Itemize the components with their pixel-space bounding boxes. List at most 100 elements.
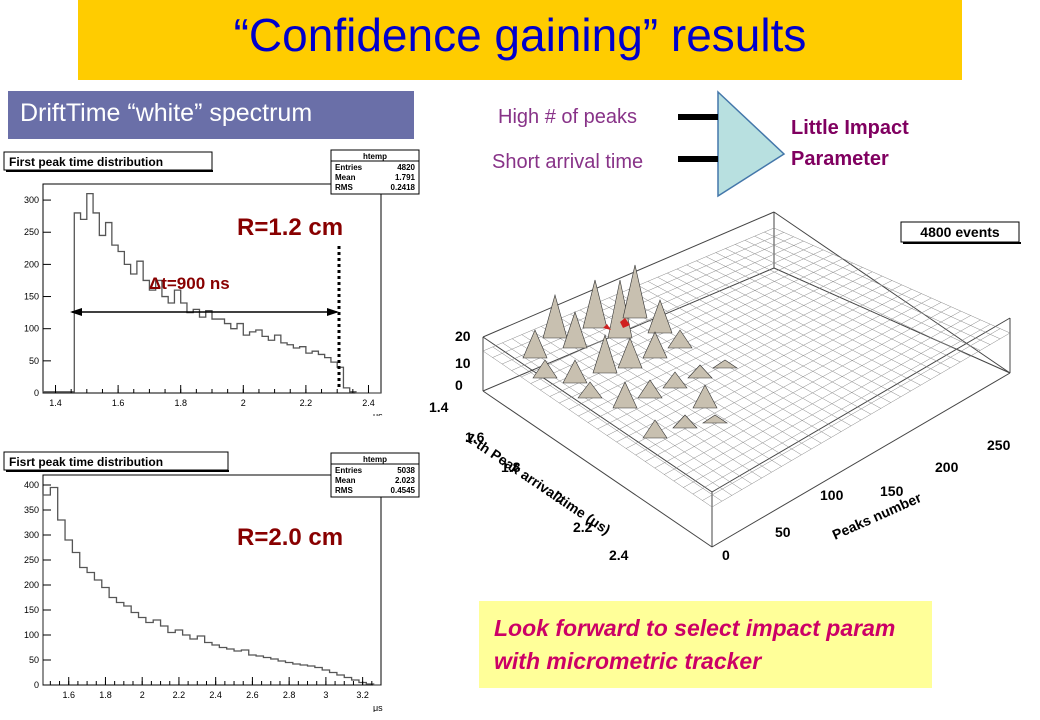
z-tick-label: 20 [455, 328, 471, 344]
dt-arrow-left [70, 308, 82, 316]
x-tick-label: 3.2 [356, 690, 369, 700]
x-tick-label: 2.4 [362, 398, 375, 408]
mesh-line [482, 350, 713, 508]
dt-label: Δt=900 ns [149, 274, 230, 293]
histogram-2: 0 50 100 150 200 250 300 350 400 1.6 1.8 2 2.2 2.4 2.6… [0, 447, 425, 712]
stats-box [330, 452, 420, 498]
y-tick-label: 150 [24, 605, 39, 615]
subtitle-box [8, 91, 414, 139]
x-tick-label: 3 [323, 690, 328, 700]
y-tick-label: 350 [24, 505, 39, 515]
surface-peak [532, 359, 558, 379]
mesh-line [744, 240, 981, 351]
surface-peak [582, 279, 608, 329]
hist-title: Fisrt peak time distribution [9, 455, 163, 469]
y-tick-label: 50 [29, 356, 39, 366]
note-line-2: with micrometric tracker [494, 648, 762, 674]
mesh-line [735, 244, 971, 357]
surface-box-edge [711, 372, 1011, 548]
x-tick-label: 1.4 [49, 398, 62, 408]
mesh-line [541, 326, 772, 473]
mesh-line [715, 252, 951, 369]
hist-title: First peak time distribution [9, 155, 163, 169]
x-tick-label: 2.2 [573, 519, 593, 535]
mesh-line [657, 276, 891, 403]
y-tick-label: 400 [24, 480, 39, 490]
x-axis-title: 1-th Peak arrival time (μs) [463, 429, 613, 538]
mesh-line [531, 330, 762, 479]
stats-name: htemp [363, 152, 387, 161]
x-tick-label: 1.6 [465, 429, 485, 445]
hist-line [42, 192, 381, 394]
stats-key: Entries [335, 163, 363, 172]
x-tick-label: 2 [555, 489, 563, 505]
x-unit-label: μs [373, 703, 383, 712]
surface-peak [542, 293, 568, 339]
slide-title: “Confidence gaining” results [233, 9, 807, 61]
mesh-line [647, 281, 881, 409]
surface-peak [692, 384, 718, 409]
surface-peak [647, 299, 673, 334]
y-tick-label: 200 [935, 459, 959, 475]
stats-box [330, 149, 420, 195]
note-text: Look forward to select impact param with… [494, 612, 895, 678]
surface-peak [617, 337, 643, 369]
y-tick-label: 150 [24, 292, 39, 302]
y-tick-label: 300 [24, 530, 39, 540]
mesh-line [686, 264, 921, 386]
surface-box-edge [773, 267, 1011, 374]
x-unit-label: μs [373, 411, 383, 416]
surface-box-edge [711, 317, 1011, 493]
mesh-line [754, 235, 991, 345]
y-tick-label: 100 [24, 324, 39, 334]
y-tick-label: 0 [34, 680, 39, 690]
y-tick-label: 250 [987, 437, 1011, 453]
output-line-2: Parameter [791, 148, 889, 170]
stats-value: 5038 [397, 466, 415, 475]
surface-peak [712, 359, 738, 369]
stats-key: Entries [335, 466, 363, 475]
note-line-1: Look forward to select impact param [494, 615, 896, 641]
funnel-input-bar-1 [678, 114, 718, 120]
stats-key: Mean [335, 476, 356, 485]
x-tick-label: 1.8 [174, 398, 187, 408]
y-tick-label: 0 [34, 388, 39, 398]
stats-value: 0.2418 [391, 183, 416, 192]
y-tick-label: 200 [24, 259, 39, 269]
x-tick-label: 2.4 [209, 690, 222, 700]
stats-key: RMS [335, 183, 353, 192]
mesh-line [511, 338, 742, 490]
input-high-peaks: High # of peaks [498, 106, 637, 128]
mesh-line [676, 268, 911, 392]
surface-box-edge [482, 390, 713, 548]
output-label: Little Impact Parameter [791, 113, 909, 175]
stats-key: RMS [335, 486, 353, 495]
x-tick-label: 2.8 [283, 690, 296, 700]
mesh-line [667, 272, 901, 398]
y-tick-label: 100 [820, 487, 844, 503]
surface-peak [687, 364, 713, 379]
surface-peak [592, 334, 618, 374]
surface-peak [637, 379, 663, 399]
surface-peak [662, 371, 688, 389]
surface-peak [642, 331, 668, 359]
y-tick-label: 50 [29, 655, 39, 665]
surface-peak-highlight [620, 318, 630, 328]
dt-arrow-right [327, 308, 339, 316]
surface-box-edge [482, 336, 713, 493]
x-tick-label: 1.4 [429, 399, 449, 415]
surface-peak [672, 414, 698, 429]
stats-value: 4820 [397, 163, 415, 172]
y-axis-title: Peaks number [830, 489, 924, 543]
mesh-line [628, 289, 862, 421]
y-tick-label: 150 [880, 483, 904, 499]
surface-peak [642, 419, 668, 439]
funnel-input-bar-2 [678, 156, 718, 162]
stats-value: 0.4545 [391, 486, 416, 495]
slide-subtitle: DriftTime “white” spectrum [20, 99, 313, 127]
surface-peak [667, 329, 693, 349]
surface-peak [622, 264, 648, 319]
mesh-line [599, 301, 832, 438]
mesh-line [638, 285, 872, 415]
